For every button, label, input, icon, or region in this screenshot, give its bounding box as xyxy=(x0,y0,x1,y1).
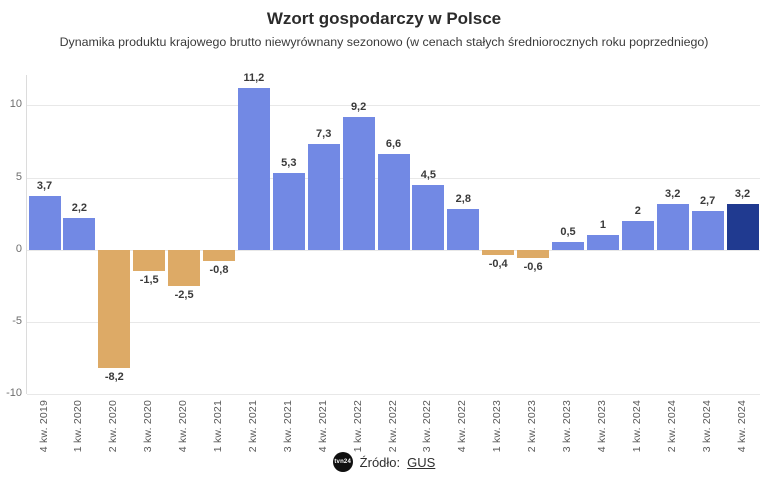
bar-3-kw-2020[interactable] xyxy=(133,249,166,272)
bar-value-label: 1 xyxy=(599,219,606,232)
bar-value-label: 0,5 xyxy=(560,226,576,239)
bar-value-label: 7,3 xyxy=(316,128,332,141)
x-axis-tick-label: 1 kw. 2024 xyxy=(630,400,643,453)
source-link[interactable]: GUS xyxy=(407,454,436,470)
y-axis-tick-label: -10 xyxy=(6,387,22,399)
bar-value-label: 6,6 xyxy=(385,138,402,151)
x-axis-tick-label: 1 kw. 2023 xyxy=(491,400,504,453)
x-axis-tick-label: 2 kw. 2020 xyxy=(107,400,120,453)
y-axis-tick-label: 0 xyxy=(15,242,22,255)
x-axis-tick-label: 2 kw. 2024 xyxy=(665,400,678,453)
gridline xyxy=(27,321,760,323)
bar-value-label: 2,7 xyxy=(699,194,716,207)
x-axis-tick-label: 3 kw. 2021 xyxy=(281,400,294,453)
x-axis-tick-label: 3 kw. 2022 xyxy=(421,400,434,453)
x-axis-tick-label: 1 kw. 2021 xyxy=(212,400,224,453)
y-axis-tick-label: 5 xyxy=(15,170,22,183)
bar-value-label: -2,5 xyxy=(174,288,194,301)
x-axis-tick-label: 3 kw. 2023 xyxy=(561,400,573,453)
bar-3-kw-2021[interactable] xyxy=(272,173,305,250)
plot-area: 3,7 4 kw. 2019 2,2 1 kw. 2020 -8,2 2 kw. 2020… xyxy=(26,72,760,452)
bar-value-label: 2 xyxy=(634,204,641,217)
x-axis-tick-label: 4 kw. 2020 xyxy=(177,400,190,453)
bar-value-label: -0,8 xyxy=(209,264,229,277)
bar-4-kw-2022[interactable] xyxy=(447,209,480,250)
bar-4-kw-2021[interactable] xyxy=(307,144,340,250)
bar-3-kw-2022[interactable] xyxy=(412,184,445,250)
x-axis-tick-label: 3 kw. 2024 xyxy=(700,400,713,453)
bar-value-label: -0,6 xyxy=(523,261,543,274)
bar-value-label: 11,2 xyxy=(243,72,265,84)
x-axis-tick-label: 4 kw. 2022 xyxy=(456,400,469,453)
page-title: Wzort gospodarczy w Polsce xyxy=(266,9,502,28)
bar-2-kw-2022[interactable] xyxy=(377,154,410,250)
x-axis-tick-label: 1 kw. 2020 xyxy=(72,400,85,453)
bar-2-kw-2024[interactable] xyxy=(656,203,689,250)
bar-4-kw-2024[interactable] xyxy=(726,203,759,250)
bar-value-label: 5,3 xyxy=(281,157,297,170)
bar-1-kw-2024[interactable] xyxy=(621,220,654,250)
bar-1-kw-2020[interactable] xyxy=(63,217,96,250)
bar-value-label: 2,2 xyxy=(71,201,88,214)
bar-1-kw-2021[interactable] xyxy=(203,249,235,262)
bar-2-kw-2023[interactable] xyxy=(517,249,550,259)
x-axis-tick-label: 4 kw. 2019 xyxy=(37,400,50,453)
y-axis-tick-label: -5 xyxy=(12,314,22,327)
bar-value-label: 3,7 xyxy=(36,180,53,193)
bar-1-kw-2022[interactable] xyxy=(342,116,375,250)
source-row: tvn24 Źródło: GUS xyxy=(0,452,768,472)
chart-subtitle: Dynamika produktu krajowego brutto niewy… xyxy=(59,35,709,49)
bar-4-kw-2020[interactable] xyxy=(168,249,201,286)
x-axis-tick-label: 4 kw. 2024 xyxy=(735,400,748,453)
y-axis-tick-label: 10 xyxy=(9,98,22,111)
bar-4-kw-2023[interactable] xyxy=(586,235,619,250)
gridline xyxy=(27,249,760,251)
bar-value-label: 4,5 xyxy=(420,168,437,181)
bar-value-label: -0,4 xyxy=(488,258,508,271)
gridline xyxy=(27,394,760,395)
x-axis-tick-label: 4 kw. 2021 xyxy=(316,400,329,453)
bar-value-label: 3,2 xyxy=(665,187,681,200)
x-axis-tick-label: 3 kw. 2020 xyxy=(142,400,155,453)
bar-value-label: -1,5 xyxy=(139,274,159,287)
x-axis-tick-label: 2 kw. 2022 xyxy=(386,400,399,453)
tvn24-logo-icon: tvn24 xyxy=(332,452,353,472)
bar-value-label: -8,2 xyxy=(104,371,124,383)
bar-1-kw-2023[interactable] xyxy=(482,249,515,256)
x-axis-tick-label: 1 kw. 2022 xyxy=(351,400,364,453)
bar-2-kw-2021[interactable] xyxy=(237,88,270,250)
bar-4-kw-2019[interactable] xyxy=(28,196,61,250)
bar-3-kw-2023[interactable] xyxy=(552,242,584,250)
source-label: Źródło: xyxy=(359,454,401,470)
bar-3-kw-2024[interactable] xyxy=(691,210,724,250)
x-axis-tick-label: 2 kw. 2021 xyxy=(246,400,259,453)
bar-2-kw-2020[interactable] xyxy=(98,249,131,369)
bar-value-label: 3,2 xyxy=(734,187,751,200)
x-axis-tick-label: 4 kw. 2023 xyxy=(595,400,608,453)
bar-value-label: 9,2 xyxy=(350,100,367,113)
y-axis-line xyxy=(26,75,27,394)
gridline xyxy=(27,105,760,107)
x-axis-tick-label: 2 kw. 2023 xyxy=(526,400,539,453)
bar-value-label: 2,8 xyxy=(455,193,471,206)
